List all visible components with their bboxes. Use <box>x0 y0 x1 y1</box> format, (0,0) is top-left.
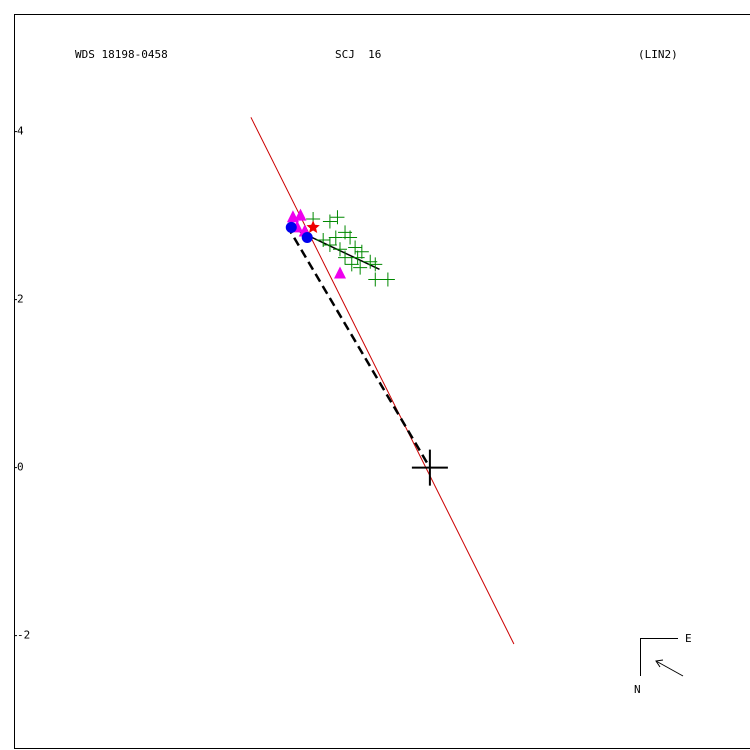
line <box>285 225 431 469</box>
motion-arrow <box>655 660 684 677</box>
triangle-marker <box>294 208 307 221</box>
plus-marker <box>322 214 337 229</box>
chart-title: WDS 18198-0458 <box>75 48 168 61</box>
circle-marker <box>301 231 313 243</box>
plus-marker <box>330 210 345 225</box>
compass: E N <box>634 632 692 696</box>
compass-label: N <box>634 683 641 696</box>
circle-marker <box>285 221 297 233</box>
plot-frame <box>14 14 750 749</box>
line <box>250 117 515 645</box>
plus-marker <box>380 272 395 287</box>
plus-marker <box>338 250 353 265</box>
star-marker <box>306 220 320 234</box>
chart-title: SCJ 16 <box>335 48 381 61</box>
plus-marker <box>350 250 365 265</box>
plus-marker <box>353 260 368 275</box>
y-tick-label: 0 <box>17 461 24 474</box>
plus-marker <box>343 230 358 245</box>
motion-arrow-head <box>655 659 664 668</box>
plus-marker <box>344 257 359 272</box>
compass-label: E <box>685 632 692 645</box>
y-tick-label: 4 <box>17 125 24 138</box>
origin-marker <box>411 449 448 486</box>
plus-marker <box>316 232 331 247</box>
plus-marker <box>354 244 369 259</box>
plus-marker <box>368 257 383 272</box>
plus-marker <box>368 272 383 287</box>
plus-marker <box>332 242 347 257</box>
y-tick-label: 2 <box>17 293 24 306</box>
chart-title: (LIN2) <box>638 48 678 61</box>
plus-marker <box>328 230 343 245</box>
triangle-marker <box>333 266 346 279</box>
y-tick-label: -2 <box>17 629 30 642</box>
